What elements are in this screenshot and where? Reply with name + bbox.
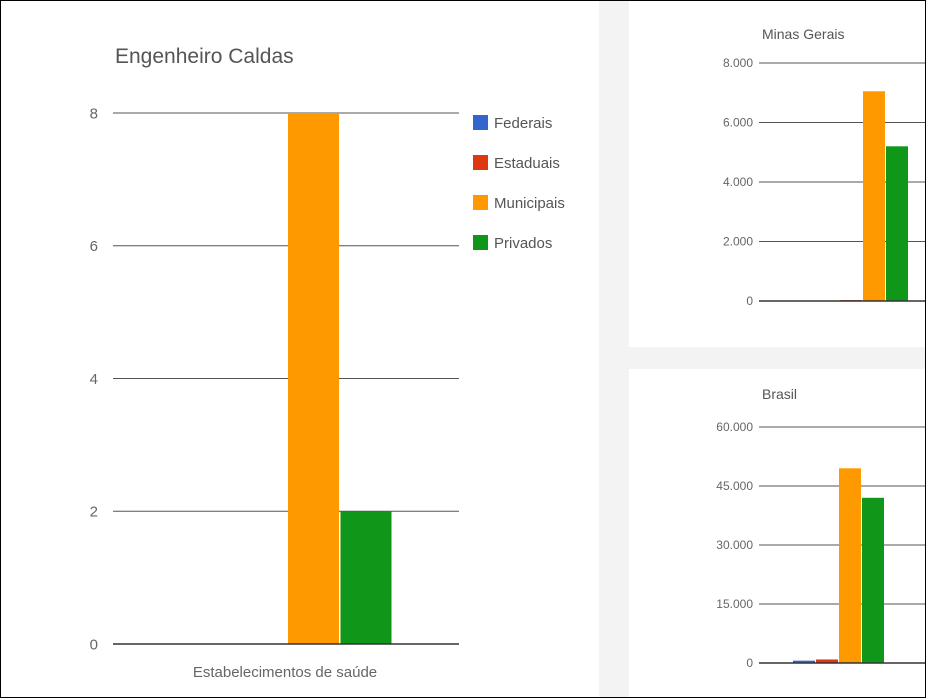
bar-municipais [863, 91, 885, 301]
bar-estaduais [816, 659, 838, 663]
x-axis-category-label: Estabelecimentos de saúde [193, 664, 377, 681]
chart-title: Minas Gerais [762, 26, 844, 42]
bar-privados [340, 511, 392, 644]
y-tick-label: 2.000 [723, 235, 753, 249]
chart-brasil: Brasil 0 15.000 30.000 45.000 60.000 [716, 386, 925, 670]
bar-privados [886, 146, 908, 301]
chart-title: Brasil [762, 386, 797, 402]
chart-title: Engenheiro Caldas [115, 45, 294, 68]
y-tick-label: 8 [90, 105, 98, 122]
y-tick-label: 0 [746, 294, 753, 308]
bar-municipais [288, 113, 339, 644]
y-tick-label: 6 [90, 238, 98, 255]
legend-swatch-estaduais [473, 155, 488, 170]
legend-label: Municipais [494, 195, 565, 212]
y-tick-label: 4.000 [723, 175, 753, 189]
y-tick-label: 0 [90, 636, 98, 653]
y-tick-label: 45.000 [716, 479, 753, 493]
y-tick-label: 4 [90, 371, 98, 388]
legend-swatch-federais [473, 115, 488, 130]
y-tick-label: 15.000 [716, 597, 753, 611]
bar-privados [862, 497, 884, 663]
chart-minas-gerais: Minas Gerais 0 2.000 4.000 6.000 8.000 [723, 26, 925, 308]
y-tick-label: 0 [746, 656, 753, 670]
y-tick-label: 30.000 [716, 538, 753, 552]
bar-federais [793, 660, 815, 663]
chart-engenheiro-caldas: Engenheiro Caldas 0 2 4 6 8 Estabelecimentos… [90, 45, 565, 681]
y-tick-label: 2 [90, 504, 98, 521]
y-tick-label: 8.000 [723, 56, 753, 70]
legend-swatch-privados [473, 235, 488, 250]
panel-gutter [599, 1, 629, 697]
panel-separator [629, 347, 925, 369]
legend-label: Estaduais [494, 155, 560, 172]
y-tick-label: 6.000 [723, 116, 753, 130]
legend-swatch-municipais [473, 195, 488, 210]
legend-label: Federais [494, 115, 552, 132]
bar-municipais [839, 468, 861, 663]
y-tick-label: 60.000 [716, 420, 753, 434]
legend-label: Privados [494, 235, 552, 252]
legend: Federais Estaduais Municipais Privados [473, 115, 565, 252]
